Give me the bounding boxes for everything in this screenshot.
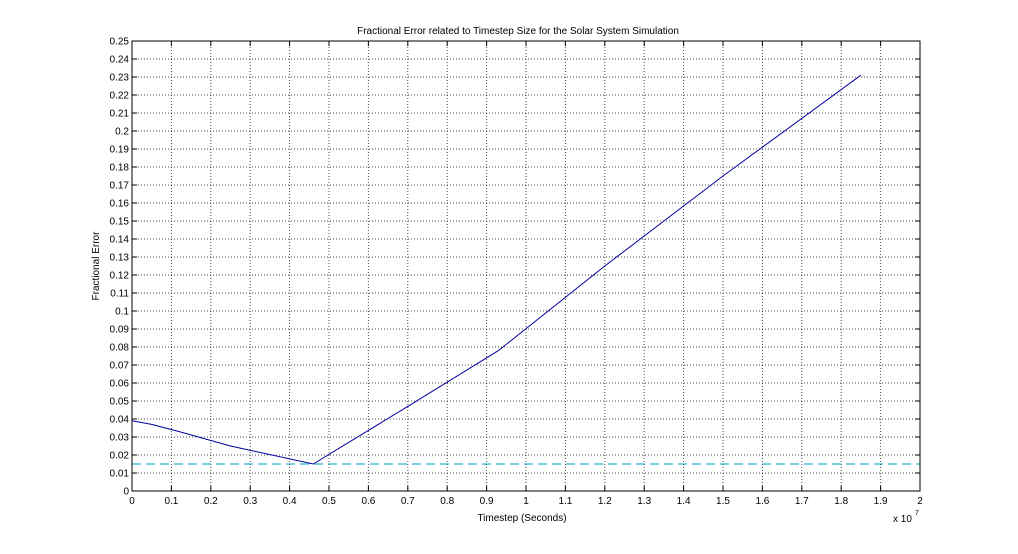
- y-tick-label: 0.01: [110, 469, 130, 480]
- y-tick-label: 0.21: [110, 109, 130, 120]
- y-tick-label: 0.17: [110, 181, 130, 192]
- x-exponent-power: 7: [915, 510, 919, 517]
- x-tick-label: 1.7: [795, 496, 809, 507]
- x-tick-label: 0.5: [322, 496, 336, 507]
- y-tick-label: 0.14: [110, 235, 130, 246]
- x-tick-label: 1: [523, 496, 529, 507]
- x-tick-label: 1.1: [558, 496, 572, 507]
- x-tick-label: 1.5: [716, 496, 730, 507]
- y-tick-label: 0.04: [110, 415, 130, 426]
- y-tick-label: 0.06: [110, 379, 130, 390]
- y-tick-label: 0.03: [110, 433, 130, 444]
- x-axis-label: Timestep (Seconds): [477, 513, 566, 524]
- chart-title: Fractional Error related to Timestep Siz…: [357, 26, 679, 37]
- y-tick-label: 0.25: [110, 37, 130, 48]
- y-tick-label: 0.13: [110, 253, 130, 264]
- x-tick-label: 0.9: [480, 496, 494, 507]
- y-tick-label: 0.02: [110, 451, 130, 462]
- y-tick-label: 0.22: [110, 91, 130, 102]
- y-tick-label: 0.1: [115, 307, 129, 318]
- x-tick-label: 1.3: [637, 496, 651, 507]
- x-tick-label: 0.6: [361, 496, 375, 507]
- y-tick-label: 0.09: [110, 325, 130, 336]
- y-tick-label: 0.07: [110, 361, 130, 372]
- axis-ticks: 0 0.1 0.2 0.3 0.4 0.5 0.6 0.7 0.8 0.9 1 1.1 1.2 1.3 1.…: [110, 37, 924, 508]
- x-tick-label: 1.6: [755, 496, 769, 507]
- y-tick-label: 0.08: [110, 343, 130, 354]
- y-tick-label: 0.15: [110, 217, 130, 228]
- grid: [132, 41, 920, 491]
- x-tick-label: 0: [129, 496, 135, 507]
- y-axis-label: Fractional Error: [91, 231, 102, 301]
- x-tick-label: 0.1: [164, 496, 178, 507]
- y-tick-label: 0.2: [115, 127, 129, 138]
- series-line-1: [131, 74, 862, 465]
- x-tick-label: 1.2: [598, 496, 612, 507]
- x-tick-label: 0.4: [283, 496, 297, 507]
- x-tick-label: 0.8: [440, 496, 454, 507]
- y-tick-label: 0.18: [110, 163, 130, 174]
- x-tick-label: 1.8: [834, 496, 848, 507]
- y-tick-label: 0.11: [110, 289, 129, 300]
- y-tick-label: 0: [123, 487, 129, 498]
- x-tick-label: 1.4: [677, 496, 691, 507]
- y-tick-label: 0.05: [110, 397, 130, 408]
- y-tick-label: 0.24: [110, 55, 130, 66]
- y-tick-label: 0.16: [110, 199, 130, 210]
- x-tick-label: 0.2: [204, 496, 218, 507]
- x-tick-label: 0.7: [401, 496, 415, 507]
- x-tick-label: 2: [917, 496, 923, 507]
- y-tick-label: 0.12: [110, 271, 130, 282]
- y-tick-label: 0.19: [110, 145, 130, 156]
- x-tick-label: 1.9: [874, 496, 888, 507]
- x-exponent-base: x 10: [893, 514, 912, 525]
- x-tick-label: 0.3: [243, 496, 257, 507]
- y-tick-label: 0.23: [110, 73, 130, 84]
- series-group: [131, 74, 920, 465]
